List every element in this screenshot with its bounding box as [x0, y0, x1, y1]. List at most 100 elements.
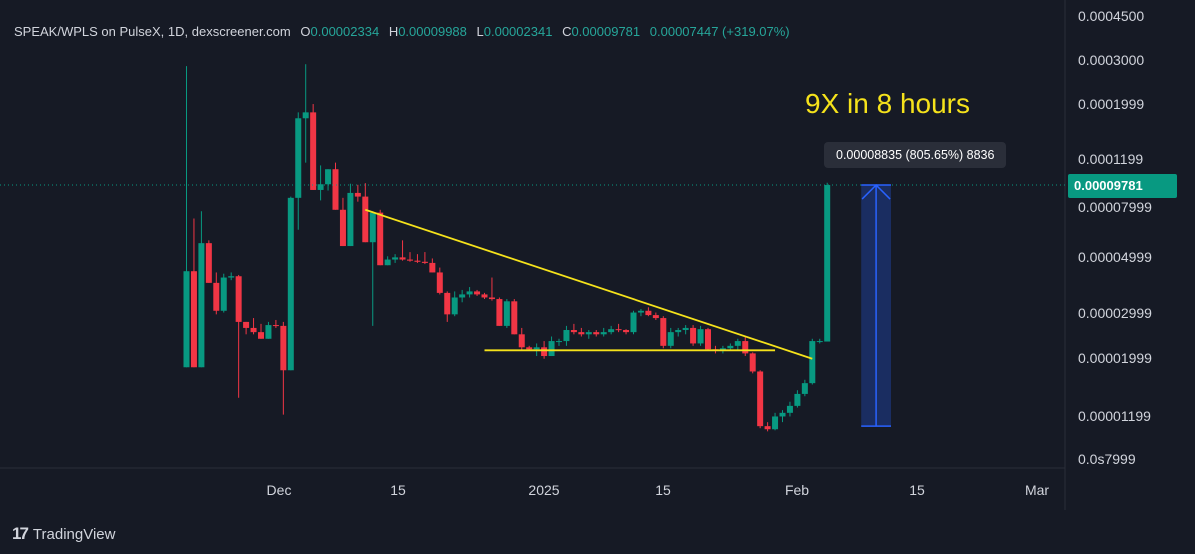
candle: [667, 327, 674, 349]
candles-layer: [183, 64, 831, 432]
x-tick-label: Dec: [266, 482, 292, 498]
candle-body: [459, 294, 466, 298]
candle: [757, 370, 764, 429]
candle-body: [682, 327, 689, 331]
candle: [660, 316, 667, 349]
ohlc-high-value: 0.00009988: [398, 24, 467, 39]
candle-body: [407, 259, 413, 261]
x-tick-label: 15: [655, 482, 671, 498]
candle-body: [503, 301, 510, 326]
candle-body: [250, 327, 257, 333]
ohlc-close-label: C: [562, 24, 572, 39]
candle: [675, 327, 682, 337]
candle-body: [511, 301, 518, 335]
candle: [690, 325, 697, 346]
candle: [578, 327, 585, 337]
ohlc-high-label: H: [388, 24, 399, 39]
candle: [332, 162, 339, 210]
y-tick-label: 0.0s7999: [1078, 451, 1136, 467]
candle: [570, 323, 577, 335]
candle: [816, 338, 823, 344]
candle-body: [444, 292, 451, 315]
candle: [481, 292, 488, 300]
x-tick-label: Mar: [1024, 482, 1050, 498]
candle-body: [302, 112, 309, 119]
candle-body: [652, 315, 659, 319]
candle-body: [488, 297, 495, 300]
candle: [399, 240, 406, 261]
candle-body: [362, 196, 369, 243]
brand-name: TradingView: [32, 525, 116, 543]
candle-body: [295, 118, 302, 198]
candle: [511, 299, 518, 335]
x-tick-label: 15: [909, 482, 925, 498]
candle-body: [414, 260, 421, 262]
tradingview-brand[interactable]: 17 TradingView: [12, 524, 115, 544]
candle: [608, 325, 615, 335]
ohlc-open-label: O: [300, 24, 311, 39]
candle-body: [801, 383, 808, 394]
candle: [474, 289, 481, 296]
candle-body: [563, 330, 570, 342]
candle-body: [399, 257, 406, 260]
candle: [407, 252, 413, 262]
candle: [801, 379, 808, 397]
candle-body: [280, 325, 287, 371]
candle: [228, 272, 235, 281]
candle-body: [742, 341, 749, 354]
candle: [734, 338, 741, 351]
ohlc-low-value: 0.00002341: [483, 24, 553, 39]
y-tick-label: 0.0004500: [1078, 8, 1145, 24]
candle: [436, 267, 443, 295]
candle-body: [436, 272, 443, 293]
candle: [295, 112, 302, 230]
candle: [809, 338, 816, 385]
candle: [414, 254, 421, 263]
candle: [585, 330, 592, 339]
x-tick-label: Feb: [784, 482, 810, 498]
ohlc-low-label: L: [476, 24, 484, 39]
candle-body: [481, 294, 488, 298]
ohlc-open-value: 0.00002334: [310, 24, 380, 39]
candle-body: [332, 169, 339, 210]
candle-body: [570, 330, 577, 333]
candle-body: [325, 169, 332, 185]
candle-body: [258, 332, 264, 339]
candle: [794, 390, 801, 408]
candle-body: [228, 276, 235, 278]
candle-body: [824, 185, 831, 342]
candle-body: [235, 276, 242, 322]
candle-body: [615, 329, 622, 331]
candle-body: [637, 310, 644, 313]
candle: [235, 274, 242, 398]
candle: [548, 336, 555, 357]
candle: [742, 336, 749, 357]
candle: [280, 321, 287, 415]
candle: [503, 299, 510, 328]
candle-body: [541, 347, 548, 357]
candle-body: [220, 277, 227, 311]
y-tick-label: 0.00007999: [1078, 199, 1152, 215]
candle: [198, 211, 205, 368]
trendline: [365, 208, 813, 360]
price-change: 0.00007447 (+319.07%): [649, 24, 790, 39]
candle-body: [816, 341, 823, 343]
candle: [325, 169, 332, 191]
candle-body: [645, 310, 652, 316]
candle-body: [556, 341, 562, 343]
candle: [563, 325, 570, 346]
candle: [466, 287, 473, 298]
y-tick-label: 0.0003000: [1078, 52, 1145, 68]
candle: [205, 240, 212, 283]
candle-body: [757, 371, 764, 427]
candle-body: [339, 209, 346, 247]
candle-body: [310, 112, 317, 190]
candle-body: [727, 345, 734, 349]
candle-body: [623, 330, 630, 333]
candle: [429, 258, 436, 273]
candle-body: [608, 329, 615, 333]
candle: [377, 209, 384, 266]
overlays-layer: [0, 183, 1065, 427]
candle-body: [451, 297, 458, 315]
